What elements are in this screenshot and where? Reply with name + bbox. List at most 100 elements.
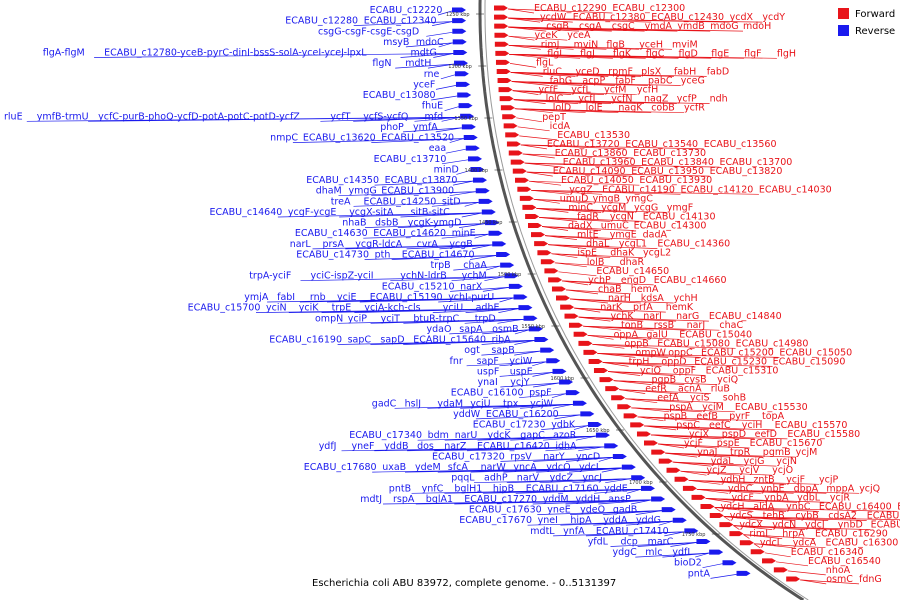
forward-gene-label: flgH bbox=[777, 48, 796, 59]
forward-feature bbox=[517, 186, 532, 192]
reverse-gene-label: narX bbox=[460, 281, 483, 292]
forward-gene-label: ycdX bbox=[730, 12, 754, 23]
reverse-gene-label: ydaO bbox=[427, 324, 452, 335]
reverse-gene-label: hipA bbox=[570, 515, 592, 526]
reverse-connector bbox=[598, 499, 652, 505]
forward-gene-label: plsX bbox=[641, 66, 662, 77]
reverse-connector bbox=[454, 499, 652, 505]
forward-connector bbox=[524, 162, 720, 168]
reverse-gene-label: treA bbox=[331, 196, 351, 207]
forward-gene-label: osmC bbox=[826, 574, 853, 585]
forward-gene-label: oppC bbox=[668, 347, 693, 358]
forward-connector bbox=[511, 81, 681, 86]
forward-gene-label: ECABU_c15090 bbox=[773, 356, 846, 367]
reverse-gene-label: sitB-sitC bbox=[411, 207, 451, 218]
forward-feature bbox=[573, 331, 588, 337]
forward-gene-label: ECABU_c12380 bbox=[573, 12, 646, 23]
forward-connector bbox=[510, 72, 707, 77]
forward-gene-label: ycgM bbox=[601, 202, 626, 213]
forward-gene-label: sohB bbox=[723, 393, 746, 404]
reverse-gene-label: ycjW bbox=[530, 398, 553, 409]
reverse-gene-label: ymjA bbox=[244, 292, 269, 303]
backbone-layer: 1250 kbp 1300 kbp 1350 kbp 1400 kbp 1450 kbp… bbox=[446, 0, 809, 600]
forward-gene-label: hemK bbox=[666, 302, 694, 313]
forward-gene-label: csgA bbox=[579, 21, 602, 32]
forward-gene-label: ynbC bbox=[786, 501, 811, 512]
forward-feature bbox=[525, 213, 540, 219]
forward-gene-label: rpmF bbox=[608, 66, 633, 77]
forward-gene-label: trpR bbox=[730, 447, 751, 458]
forward-gene-label: pgmB bbox=[763, 447, 791, 458]
forward-connector bbox=[753, 543, 761, 548]
forward-connector bbox=[507, 17, 763, 23]
forward-connector bbox=[539, 217, 643, 222]
reverse-gene-label: ECABU_c14670 bbox=[402, 250, 475, 261]
reverse-connector bbox=[519, 393, 566, 399]
forward-gene-label: narJ bbox=[687, 320, 706, 331]
reverse-gene-label: adhP bbox=[484, 473, 508, 484]
reverse-gene-label: ynaI bbox=[478, 377, 498, 388]
reverse-gene-label: ECABU_c16200 bbox=[486, 409, 559, 420]
forward-gene-label: ycjM bbox=[796, 447, 818, 458]
forward-feature bbox=[729, 531, 744, 537]
reverse-gene-label: ydaM bbox=[437, 398, 463, 409]
reverse-gene-label: trpA-yciF bbox=[249, 271, 291, 282]
forward-gene-label: pyrF bbox=[729, 411, 750, 422]
forward-feature bbox=[508, 150, 523, 156]
reverse-gene-label: ycgX-sitA bbox=[349, 207, 394, 218]
forward-feature bbox=[502, 114, 517, 120]
reverse-feature bbox=[709, 549, 724, 555]
reverse-gene-label: ydcK bbox=[488, 430, 512, 441]
reverse-gene-label: yddE bbox=[604, 483, 628, 494]
forward-feature bbox=[588, 358, 603, 364]
reverse-gene-label: msyB bbox=[383, 37, 409, 48]
reverse-gene-label: marC bbox=[648, 537, 674, 548]
forward-connector bbox=[733, 525, 871, 530]
forward-connector bbox=[800, 579, 827, 585]
reverse-gene-label: trpD bbox=[475, 313, 496, 324]
forward-gene-label: rluC bbox=[543, 66, 563, 77]
reverse-connector bbox=[702, 563, 723, 569]
forward-gene-label: lolC bbox=[546, 94, 564, 105]
reverse-feature bbox=[452, 7, 466, 13]
forward-gene-label: nagK bbox=[618, 103, 643, 114]
forward-feature bbox=[540, 259, 555, 265]
reverse-connector bbox=[499, 297, 514, 303]
reverse-gene-label: ECABU_c14620 bbox=[373, 228, 446, 239]
reverse-gene-label: sapF bbox=[477, 356, 499, 367]
reverse-connector bbox=[426, 31, 453, 37]
reverse-connector bbox=[441, 116, 461, 122]
forward-gene-label: ychP bbox=[588, 275, 611, 286]
reverse-gene-label: ECABU_c17680 bbox=[304, 462, 377, 473]
forward-gene-label: lolD bbox=[553, 103, 571, 114]
reverse-gene-label: pqqL bbox=[451, 473, 475, 484]
reverse-gene-label: uspE bbox=[510, 366, 533, 377]
forward-gene-label: ECABU_c12290 bbox=[534, 3, 607, 14]
reverse-connector bbox=[432, 308, 519, 313]
reverse-connector bbox=[435, 127, 462, 133]
forward-gene-label: ycjX bbox=[689, 429, 709, 440]
reverse-gene-label: ECABU_c13620 bbox=[303, 133, 376, 144]
forward-gene-label: chaB bbox=[598, 284, 622, 295]
forward-gene-label: umuC bbox=[601, 221, 629, 232]
forward-connector bbox=[508, 44, 673, 50]
reverse-gene-label: ECABU_c16190 bbox=[269, 335, 342, 346]
reverse-gene-label: ECABU_c17160 bbox=[526, 483, 599, 494]
forward-gene-label: flgL bbox=[536, 57, 554, 68]
reverse-gene-label: ECABU_c15210 bbox=[382, 281, 455, 292]
forward-connector bbox=[565, 289, 631, 295]
reverse-connector bbox=[605, 478, 632, 484]
reverse-gene-label: ynfA bbox=[563, 526, 585, 537]
reverse-gene-label: sitD bbox=[442, 196, 461, 207]
forward-connector bbox=[514, 108, 685, 114]
forward-connector bbox=[551, 253, 644, 259]
reverse-gene-label: narZ bbox=[444, 441, 467, 452]
reverse-connector bbox=[345, 244, 493, 250]
forward-gene-label: ynbD bbox=[838, 520, 863, 531]
forward-connector bbox=[775, 561, 809, 567]
reverse-connector bbox=[541, 425, 589, 430]
reverse-gene-label: azoR bbox=[553, 430, 577, 441]
reverse-gene-label: yncD bbox=[576, 451, 600, 462]
reverse-gene-label: ECABU_c14250 bbox=[364, 196, 437, 207]
forward-connector bbox=[657, 443, 685, 449]
